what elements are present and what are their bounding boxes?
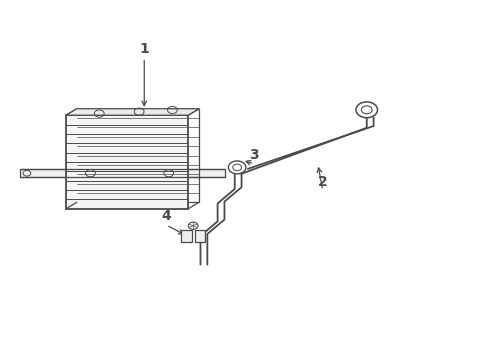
- Bar: [181, 230, 191, 242]
- Bar: [194, 230, 205, 242]
- Bar: [20, 169, 224, 177]
- Text: 4: 4: [161, 209, 171, 223]
- Polygon shape: [66, 109, 199, 115]
- Bar: [66, 115, 188, 209]
- Text: 2: 2: [317, 175, 327, 189]
- Text: 1: 1: [139, 42, 149, 56]
- Text: 3: 3: [249, 148, 259, 162]
